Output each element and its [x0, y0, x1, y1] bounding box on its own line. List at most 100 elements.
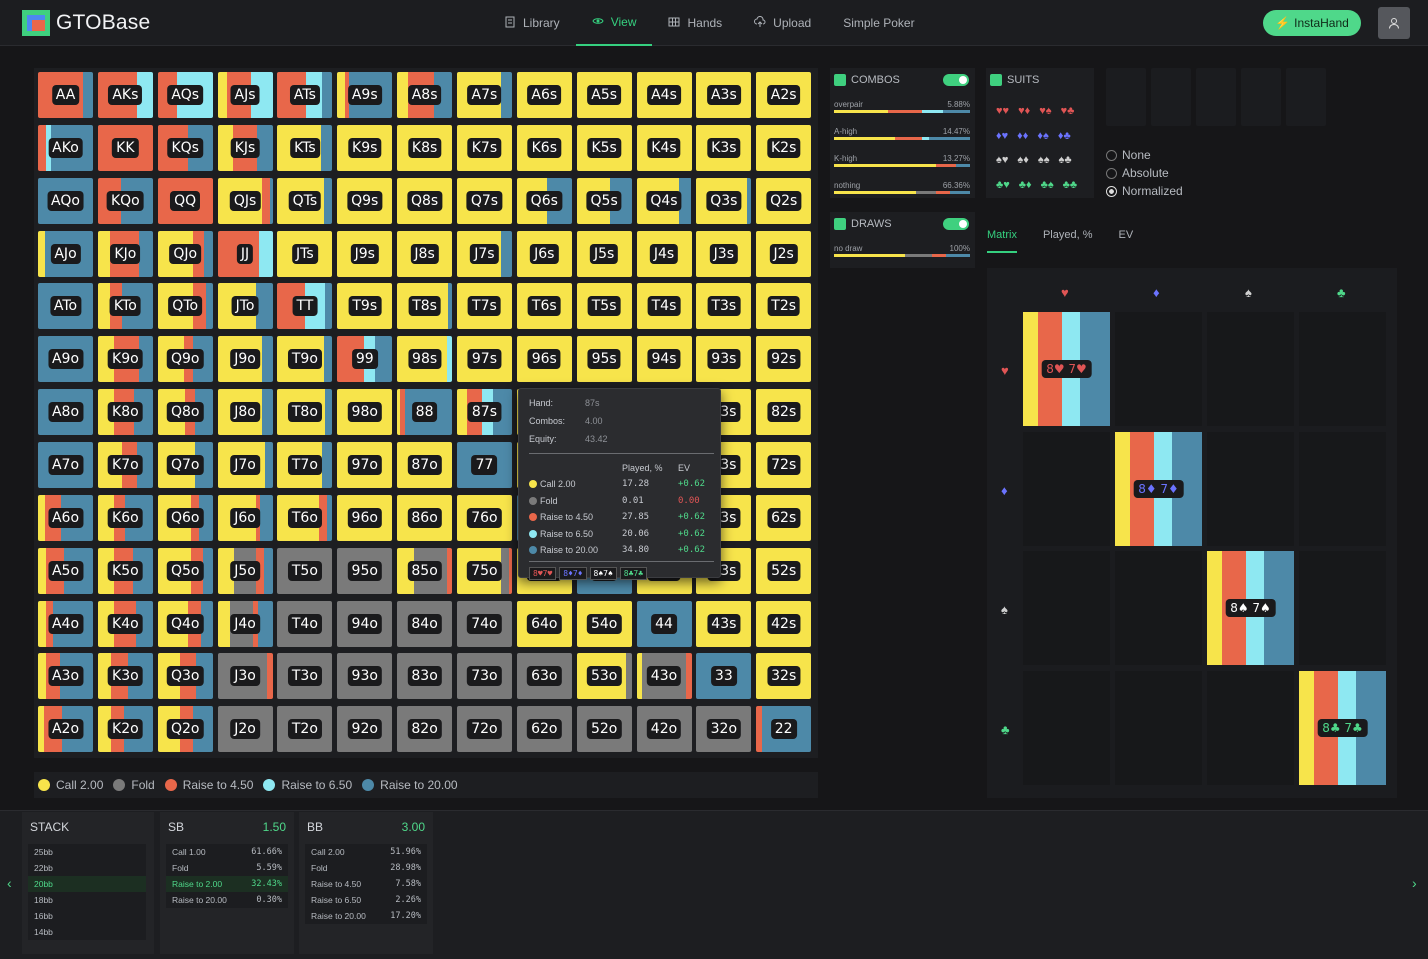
combos-toggle[interactable] — [943, 74, 969, 86]
hand-cell-T4s[interactable]: T4s — [636, 283, 692, 330]
hand-cell-T3o[interactable]: T3o — [277, 653, 333, 700]
hand-cell-72o[interactable]: 72o — [456, 706, 512, 753]
hand-cell-J7o[interactable]: J7o — [217, 441, 273, 488]
hand-cell-J5s[interactable]: J5s — [576, 230, 632, 277]
hand-cell-42s[interactable]: 42s — [756, 600, 812, 647]
hand-cell-JTs[interactable]: JTs — [277, 230, 333, 277]
hand-cell-94o[interactable]: 94o — [337, 600, 393, 647]
suit-combo-cell[interactable]: 8♦ 7♦ — [1115, 431, 1202, 546]
hand-cell-Q7s[interactable]: Q7s — [456, 177, 512, 224]
hand-cell-64o[interactable]: 64o — [516, 600, 572, 647]
hand-cell-JJ[interactable]: JJ — [217, 230, 273, 277]
hand-cell-43o[interactable]: 43o — [636, 653, 692, 700]
action-item[interactable]: Raise to 6.50 2.26% — [305, 892, 427, 908]
hand-cell-T7o[interactable]: T7o — [277, 441, 333, 488]
nav-view[interactable]: View — [575, 0, 653, 46]
hand-cell-A5o[interactable]: A5o — [38, 547, 93, 594]
action-item[interactable]: Call 1.00 61.66% — [166, 844, 288, 860]
hand-cell-92s[interactable]: 92s — [756, 336, 812, 383]
mode-none[interactable]: None — [1106, 146, 1183, 164]
hand-cell-KTs[interactable]: KTs — [277, 124, 333, 171]
suit-combo-cell[interactable]: 8♥ 7♥ — [1023, 312, 1110, 426]
hand-cell-K8o[interactable]: K8o — [97, 389, 153, 436]
hand-cell-AKs[interactable]: AKs — [97, 72, 153, 118]
mode-normalized[interactable]: Normalized — [1106, 182, 1183, 200]
draws-toggle[interactable] — [943, 218, 969, 230]
hand-cell-A9o[interactable]: A9o — [38, 336, 93, 383]
hand-cell-Q2s[interactable]: Q2s — [756, 177, 812, 224]
hand-cell-93s[interactable]: 93s — [696, 336, 752, 383]
hand-cell-AQo[interactable]: AQo — [38, 177, 93, 224]
hand-cell-Q4s[interactable]: Q4s — [636, 177, 692, 224]
suit-pair[interactable]: ♠♦ — [1017, 154, 1029, 166]
action-item[interactable]: Raise to 20.00 17.20% — [305, 908, 427, 924]
hand-cell-A5s[interactable]: A5s — [576, 72, 632, 118]
hand-cell-A8o[interactable]: A8o — [38, 389, 93, 436]
hand-cell-Q5s[interactable]: Q5s — [576, 177, 632, 224]
hand-cell-77[interactable]: 77 — [456, 441, 512, 488]
hand-cell-A6s[interactable]: A6s — [516, 72, 572, 118]
nav-library[interactable]: Library — [488, 0, 576, 46]
hand-cell-52o[interactable]: 52o — [576, 706, 632, 753]
nav-simple-poker[interactable]: Simple Poker — [843, 16, 915, 30]
tab-played[interactable]: Played, % — [1042, 229, 1093, 241]
hand-cell-QQ[interactable]: QQ — [157, 177, 213, 224]
hand-cell-T6o[interactable]: T6o — [277, 494, 333, 541]
hand-cell-97s[interactable]: 97s — [456, 336, 512, 383]
hand-cell-T5o[interactable]: T5o — [277, 547, 333, 594]
hand-cell-ATs[interactable]: ATs — [277, 72, 333, 118]
hand-cell-Q9o[interactable]: Q9o — [157, 336, 213, 383]
mode-absolute[interactable]: Absolute — [1106, 164, 1183, 182]
stack-item[interactable]: 16bb — [28, 908, 146, 924]
suit-pair[interactable]: ♥♥ — [996, 105, 1010, 117]
hand-cell-A9s[interactable]: A9s — [337, 72, 393, 118]
suit-pair[interactable]: ♦♠ — [1037, 129, 1049, 142]
hand-cell-32o[interactable]: 32o — [696, 706, 752, 753]
hand-cell-A7o[interactable]: A7o — [38, 441, 93, 488]
hand-cell-85o[interactable]: 85o — [397, 547, 453, 594]
hand-cell-82o[interactable]: 82o — [397, 706, 453, 753]
hand-cell-82s[interactable]: 82s — [756, 389, 812, 436]
stat-row-a-high[interactable]: A-high 14.47% — [834, 127, 970, 143]
hand-cell-J9o[interactable]: J9o — [217, 336, 273, 383]
action-item[interactable]: Fold 5.59% — [166, 860, 288, 876]
hand-cell-63o[interactable]: 63o — [516, 653, 572, 700]
hand-cell-T8s[interactable]: T8s — [397, 283, 453, 330]
hand-cell-J5o[interactable]: J5o — [217, 547, 273, 594]
stat-row-nothing[interactable]: nothing 66.36% — [834, 181, 970, 197]
combos-checkbox[interactable] — [834, 74, 846, 86]
nav-upload[interactable]: Upload — [738, 0, 827, 46]
hand-cell-Q3s[interactable]: Q3s — [696, 177, 752, 224]
hand-cell-Q6s[interactable]: Q6s — [516, 177, 572, 224]
hand-cell-KQo[interactable]: KQo — [97, 177, 153, 224]
hand-cell-K2s[interactable]: K2s — [756, 124, 812, 171]
draws-checkbox[interactable] — [834, 218, 846, 230]
hand-cell-93o[interactable]: 93o — [337, 653, 393, 700]
hand-cell-QJo[interactable]: QJo — [157, 230, 213, 277]
action-item[interactable]: Raise to 2.00 32.43% — [166, 876, 288, 892]
hand-cell-K6o[interactable]: K6o — [97, 494, 153, 541]
hand-cell-K3o[interactable]: K3o — [97, 653, 153, 700]
hand-cell-T9s[interactable]: T9s — [337, 283, 393, 330]
hand-cell-J7s[interactable]: J7s — [456, 230, 512, 277]
logo[interactable]: GTOBase — [22, 10, 150, 36]
hand-cell-86o[interactable]: 86o — [397, 494, 453, 541]
suit-pair[interactable]: ♦♥ — [996, 129, 1009, 142]
stack-item[interactable]: 22bb — [28, 860, 146, 876]
hand-cell-T7s[interactable]: T7s — [456, 283, 512, 330]
hand-cell-A4s[interactable]: A4s — [636, 72, 692, 118]
hand-cell-Q5o[interactable]: Q5o — [157, 547, 213, 594]
hand-cell-AJs[interactable]: AJs — [217, 72, 273, 118]
tab-matrix[interactable]: Matrix — [987, 226, 1017, 253]
hand-cell-J8s[interactable]: J8s — [397, 230, 453, 277]
action-item[interactable]: Raise to 4.50 7.58% — [305, 876, 427, 892]
suit-pair[interactable]: ♣♦ — [1018, 178, 1032, 191]
hand-cell-A2s[interactable]: A2s — [756, 72, 812, 118]
hand-cell-75o[interactable]: 75o — [456, 547, 512, 594]
hand-cell-54o[interactable]: 54o — [576, 600, 632, 647]
hand-cell-33[interactable]: 33 — [696, 653, 752, 700]
hand-cell-62s[interactable]: 62s — [756, 494, 812, 541]
hand-cell-95o[interactable]: 95o — [337, 547, 393, 594]
tab-ev[interactable]: EV — [1118, 229, 1134, 241]
hand-cell-JTo[interactable]: JTo — [217, 283, 273, 330]
